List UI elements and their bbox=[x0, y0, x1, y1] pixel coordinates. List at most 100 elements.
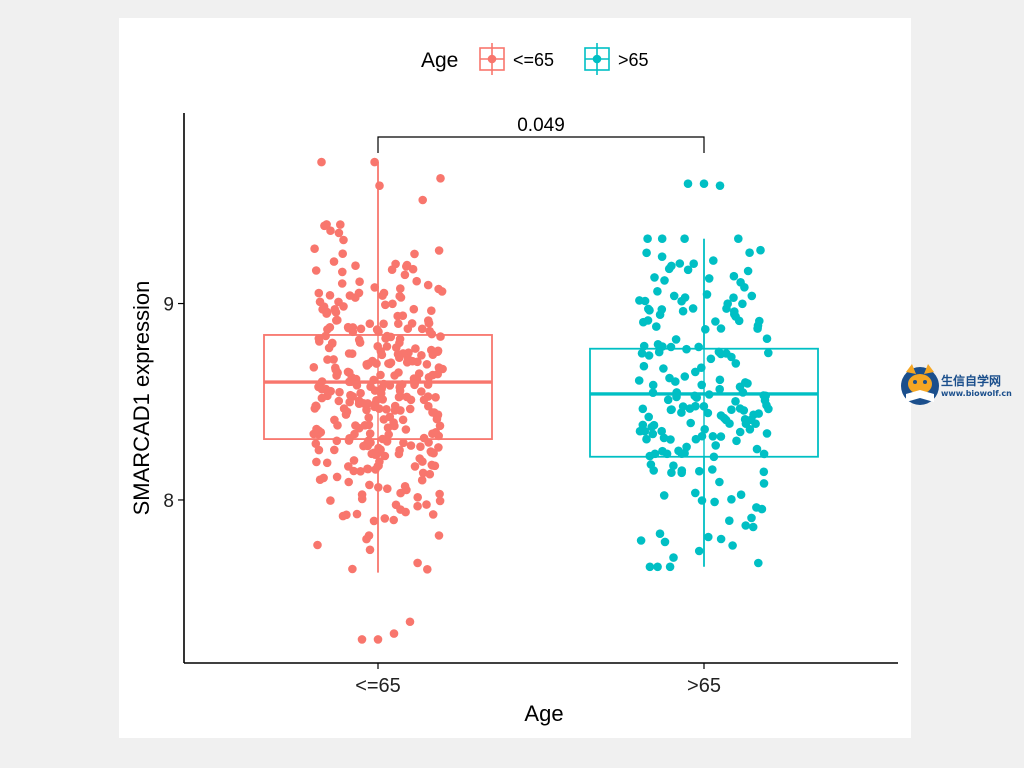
jitter-point bbox=[395, 445, 404, 455]
jitter-point bbox=[728, 541, 737, 550]
jitter-point bbox=[348, 564, 357, 574]
jitter-point bbox=[716, 324, 726, 333]
jitter-point bbox=[434, 246, 444, 255]
jitter-point bbox=[691, 367, 700, 377]
jitter-point bbox=[408, 264, 418, 274]
jitter-point bbox=[711, 317, 720, 326]
jitter-point bbox=[762, 401, 771, 410]
jitter-point bbox=[711, 441, 720, 450]
jitter-point bbox=[642, 434, 651, 444]
y-tick-label: 9 bbox=[163, 295, 174, 316]
jitter-point bbox=[671, 335, 681, 344]
jitter-point bbox=[349, 456, 359, 465]
jitter-point bbox=[716, 349, 726, 359]
jitter-point bbox=[403, 354, 413, 364]
jitter-point bbox=[362, 360, 371, 369]
jitter-point bbox=[390, 371, 399, 380]
jitter-point bbox=[339, 235, 348, 245]
jitter-point bbox=[697, 380, 706, 390]
jitter-point bbox=[335, 387, 344, 397]
jitter-point bbox=[654, 347, 664, 357]
jitter-point bbox=[315, 297, 325, 307]
jitter-point bbox=[323, 308, 332, 317]
jitter-point bbox=[678, 402, 688, 411]
jitter-point bbox=[638, 404, 648, 414]
jitter-point bbox=[337, 279, 347, 288]
jitter-point bbox=[383, 484, 392, 494]
jitter-point bbox=[727, 352, 736, 362]
jitter-point bbox=[708, 432, 718, 441]
jitter-point bbox=[391, 500, 401, 510]
jitter-point bbox=[423, 280, 433, 290]
significance-bracket bbox=[377, 136, 705, 153]
jitter-point bbox=[334, 297, 343, 307]
outlier-point bbox=[357, 635, 367, 644]
jitter-point bbox=[731, 312, 740, 321]
jitter-point bbox=[695, 466, 704, 476]
jitter-point bbox=[344, 323, 353, 333]
jitter-point bbox=[396, 488, 405, 498]
jitter-point bbox=[410, 462, 420, 471]
jitter-point bbox=[362, 534, 371, 544]
jitter-point bbox=[357, 490, 367, 499]
jitter-point bbox=[433, 347, 443, 357]
jitter-point bbox=[655, 529, 665, 538]
jitter-point bbox=[398, 415, 408, 425]
jitter-point bbox=[691, 488, 700, 498]
jitter-point bbox=[424, 318, 434, 328]
jitter-point bbox=[731, 397, 740, 406]
jitter-point bbox=[640, 426, 650, 436]
jitter-point bbox=[762, 334, 772, 344]
jitter-point bbox=[657, 234, 667, 243]
jitter-point bbox=[365, 545, 375, 555]
jitter-point bbox=[395, 353, 404, 363]
jitter-point bbox=[710, 497, 719, 507]
outlier-point bbox=[715, 181, 725, 190]
jitter-point bbox=[319, 473, 328, 483]
jitter-point bbox=[365, 319, 375, 329]
jitter-point bbox=[653, 287, 662, 296]
jitter-point bbox=[755, 316, 764, 326]
jitter-point bbox=[363, 399, 372, 408]
jitter-point bbox=[379, 319, 388, 329]
jitter-point bbox=[396, 284, 405, 293]
jitter-point bbox=[396, 293, 406, 302]
jitter-point bbox=[736, 490, 746, 500]
jitter-point bbox=[370, 283, 379, 292]
jitter-point bbox=[706, 354, 716, 364]
jitter-point bbox=[434, 443, 443, 452]
jitter-point bbox=[417, 387, 426, 396]
jitter-point bbox=[746, 415, 756, 425]
jitter-point bbox=[715, 477, 724, 487]
jitter-point bbox=[735, 427, 745, 437]
jitter-point bbox=[427, 460, 437, 470]
jitter-point bbox=[725, 516, 734, 525]
outlier-point bbox=[405, 617, 415, 627]
jitter-point bbox=[645, 562, 655, 572]
jitter-point bbox=[382, 405, 391, 414]
jitter-point bbox=[385, 359, 395, 369]
plot-panel: 8 9 <=65 >65 Age SMARCAD1 expression 0.049 Age <… bbox=[119, 18, 911, 738]
outlier-point bbox=[373, 635, 383, 644]
jitter-point bbox=[678, 306, 688, 316]
jitter-point bbox=[709, 256, 718, 265]
jitter-point bbox=[666, 342, 676, 352]
jitter-point bbox=[355, 277, 364, 287]
jitter-point bbox=[417, 475, 427, 485]
jitter-point bbox=[410, 249, 419, 259]
jitter-point bbox=[370, 157, 379, 167]
jitter-point bbox=[382, 342, 392, 351]
jitter-point bbox=[729, 271, 739, 281]
jitter-point bbox=[322, 458, 332, 468]
jitter-point bbox=[365, 429, 375, 438]
legend-key-dot bbox=[592, 54, 602, 64]
jitter-point bbox=[330, 445, 339, 455]
jitter-point bbox=[436, 174, 445, 183]
jitter-point bbox=[725, 419, 734, 428]
jitter-point bbox=[434, 363, 444, 372]
jitter-point bbox=[648, 429, 658, 439]
jitter-point bbox=[435, 496, 445, 506]
jitter-point bbox=[659, 433, 669, 443]
jitter-point bbox=[389, 515, 399, 525]
jitter-point bbox=[351, 261, 360, 270]
